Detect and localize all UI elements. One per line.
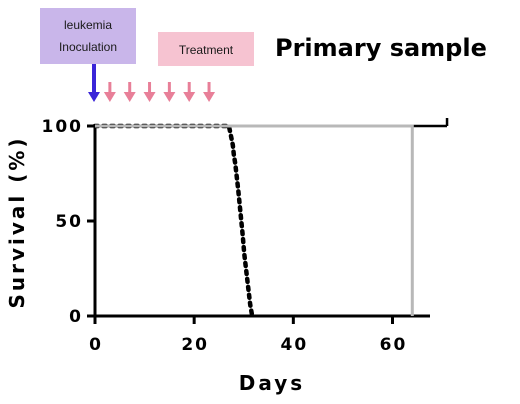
x-axis-label: Days xyxy=(239,371,305,395)
inoculation-label-line-1: leukemia xyxy=(64,18,112,32)
treatment-arrow-2 xyxy=(123,92,136,102)
x-tick-label: 60 xyxy=(380,335,408,355)
y-tick-label: 50 xyxy=(55,212,83,232)
x-tick-label: 20 xyxy=(181,335,209,355)
x-tick-label: 40 xyxy=(280,335,308,355)
inoculation-arrow xyxy=(88,92,100,102)
y-axis-label: Survival (%) xyxy=(5,135,29,308)
treatment-arrow-1 xyxy=(103,92,116,102)
treatment-label-box xyxy=(158,32,254,66)
tick-labels: 0 20 40 60 0 50 100 xyxy=(42,117,408,355)
y-tick-label: 0 xyxy=(69,307,83,327)
chart-title: Primary sample xyxy=(275,34,487,62)
dosing-arrows xyxy=(88,64,216,102)
axes xyxy=(93,124,430,318)
series-line-3 xyxy=(95,124,414,316)
series-line-1 xyxy=(92,123,255,319)
x-tick-label: 0 xyxy=(89,335,103,355)
series-layer xyxy=(92,118,449,319)
treatment-arrow-3 xyxy=(143,92,156,102)
treatment-arrow-4 xyxy=(163,92,176,102)
treatment-arrow-5 xyxy=(183,92,196,102)
inoculation-label-line-2: Inoculation xyxy=(59,40,117,54)
y-tick-label: 100 xyxy=(42,117,84,137)
inoculation-label-box xyxy=(40,8,136,64)
treatment-label: Treatment xyxy=(179,43,234,57)
treatment-arrow-6 xyxy=(203,92,216,102)
